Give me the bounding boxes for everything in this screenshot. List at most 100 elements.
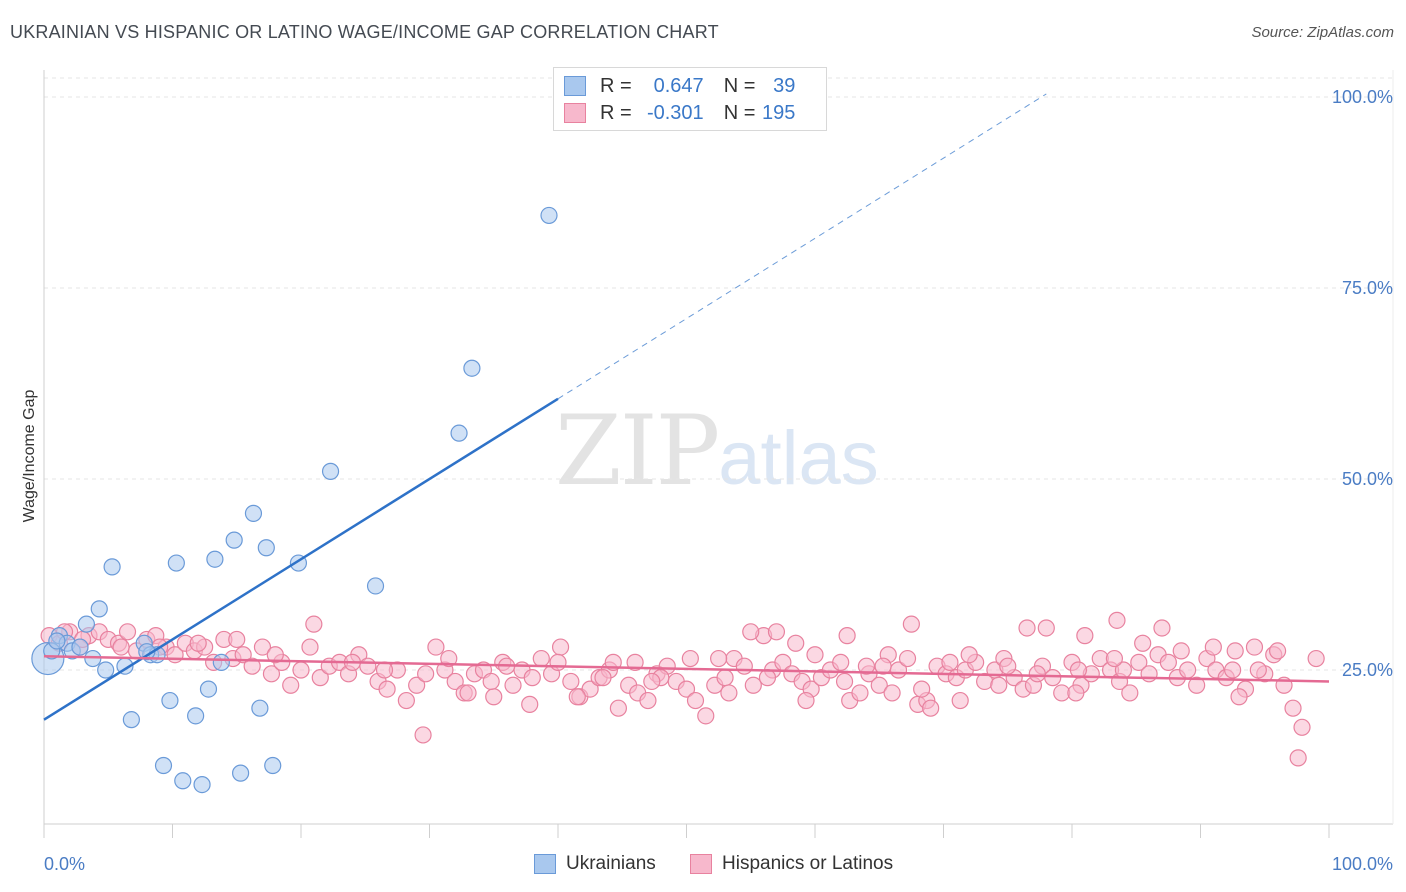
hispanic-point [1268,642,1287,660]
hispanic-point [1307,649,1325,668]
ukrainian-point [71,638,89,656]
hispanic-point [414,726,432,744]
y-tick-label: 75.0% [1342,278,1393,298]
hispanic-point [408,676,426,694]
watermark-atlas: atlas [718,416,879,501]
ukrainian-point [199,680,218,698]
ukrainian-point [103,558,121,576]
legend-row-ukrainians: R = 0.647 N = 39 [564,73,795,99]
hispanic-point [999,657,1017,675]
hispanic-point [1289,749,1307,767]
hispanic-point [1153,619,1171,637]
hispanic-point [1140,665,1158,683]
hispanic-point [1130,653,1148,671]
hispanic-point [1108,611,1126,629]
hispanic-point [359,657,377,675]
hispanic-point [913,680,931,698]
hispanic-point [787,634,805,652]
y-tick-label: 100.0% [1332,87,1393,107]
hispanic-point [504,676,522,694]
hispanic-point [440,649,458,668]
ukrainian-point [366,577,385,595]
hispanic-point [1076,627,1094,645]
hispanic-point [189,634,207,652]
hispanic-point [118,623,137,641]
ukrainian-point [540,206,558,225]
hispanic-point [767,623,786,641]
legend-r-label: R = [600,101,632,124]
hispanic-point [883,684,901,702]
hispanic-point [697,707,715,725]
ukrainian-point [232,764,250,782]
hispanic-point [1224,661,1242,679]
ukrainian-point [244,504,263,522]
hispanic-point [459,684,477,702]
hispanic-point [797,691,815,710]
hispanic-point [1204,638,1222,656]
hispanic-point [482,672,500,691]
hispanic-point [262,665,281,683]
hispanic-point [742,623,760,641]
hispanic-point [234,646,252,664]
x-tick-label: 100.0% [1332,854,1393,874]
legend-n-value: 195 [762,101,796,124]
hispanic-point [301,638,319,656]
hispanic-trendline [43,654,1330,683]
hispanic-point [990,676,1008,694]
hispanic-point [1226,642,1244,660]
hispanic-point [1172,642,1190,660]
hispanic-point [1044,669,1062,687]
hispanic-point [1121,684,1139,702]
ukrainian-trendline-extension [557,93,1047,400]
hispanic-point [838,627,856,645]
ukrainian-point [225,531,243,549]
hispanic-point [253,638,272,656]
hispanic-point [594,669,612,687]
hispanic-point [639,691,657,710]
ukrainian-trendline [43,397,559,721]
ukrainian-point [154,756,173,775]
hispanic-point [851,684,869,702]
hispanic-point [720,684,738,702]
hispanic-point [523,669,541,687]
ukrainian-point [97,661,115,679]
hispanic-point [643,672,661,691]
legend-r-value: 0.647 [653,74,704,97]
hispanic-point [1245,638,1264,656]
source-label: Source: ZipAtlas.com [1251,24,1394,41]
hispanic-point [735,657,753,675]
bottom-legend-ukrainians: Ukrainians [534,851,656,877]
hispanic-point [375,661,394,679]
hispanic-point [960,646,978,664]
chart-title: UKRAINIAN VS HISPANIC OR LATINO WAGE/INC… [10,22,719,42]
hispanic-point [485,688,503,706]
ukrainian-point [77,615,96,633]
bottom-legend-swatch-blue [534,854,556,874]
bottom-legend-hispanics: Hispanics or Latinos [690,851,893,877]
hispanic-point [581,680,599,698]
legend-swatch-pink [564,103,586,123]
bottom-legend-label: Ukrainians [566,853,656,874]
x-tick-label: 0.0% [44,854,85,874]
hispanic-point [951,691,969,710]
hispanic-point [1067,684,1085,702]
hispanic-point [758,669,777,687]
hispanic-point [922,699,940,717]
hispanic-point [397,691,415,710]
hispanic-point [898,649,917,668]
hispanic-point [243,657,261,675]
legend-row-hispanics: R = -0.301 N = 195 [564,100,795,126]
hispanic-point [1284,699,1302,717]
ukrainian-point [450,424,468,442]
hispanic-point [677,680,696,698]
ukrainian-point [48,632,66,650]
hispanic-point [378,680,396,698]
hispanic-point [1159,653,1177,671]
hispanic-point [1249,661,1267,679]
hispanic-point [446,672,464,691]
hispanic-point [1293,718,1311,736]
stats-legend: R = 0.647 N = 39 R = -0.301 N = 195 [553,67,827,131]
hispanic-point [549,653,567,671]
legend-n-value: 39 [773,74,796,97]
